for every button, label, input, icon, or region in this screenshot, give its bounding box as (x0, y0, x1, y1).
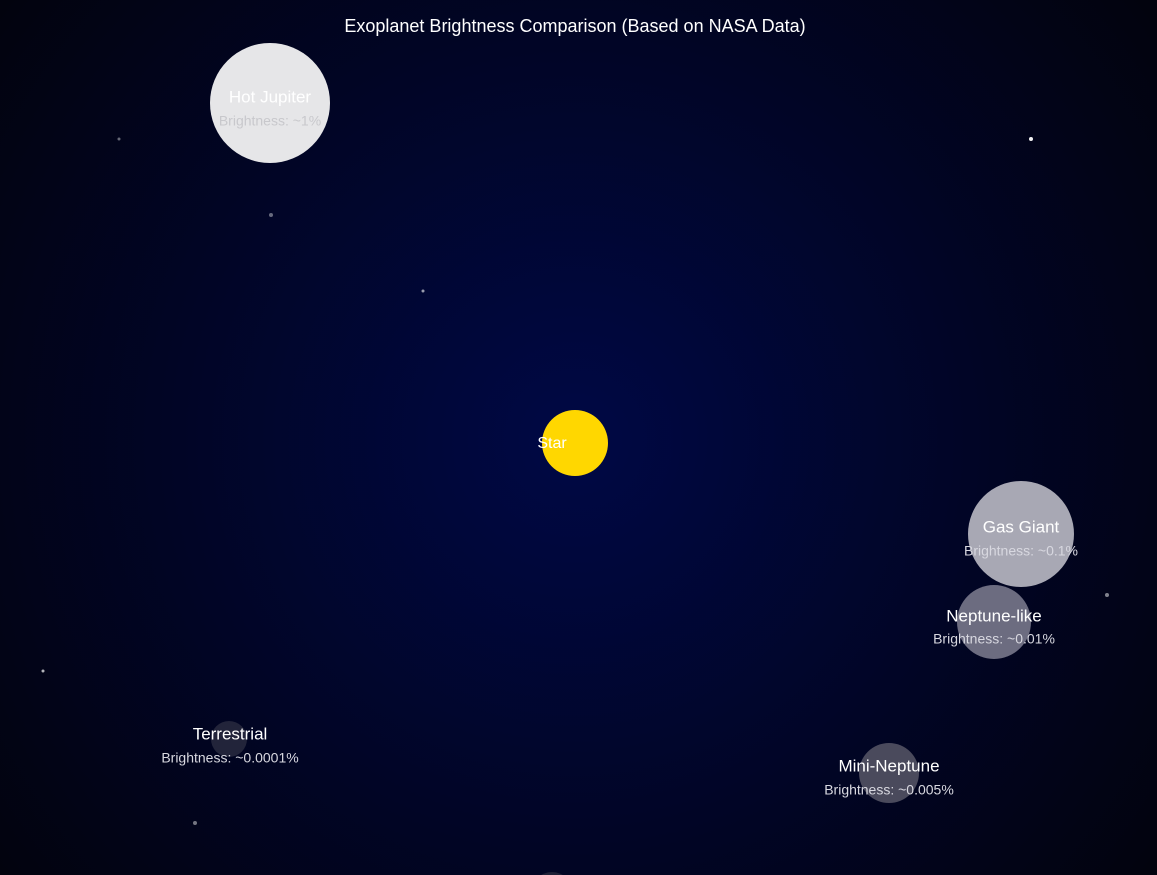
planet-brightness: Brightness: ~0.0001% (161, 750, 298, 766)
star-dot (1029, 137, 1033, 141)
planet-partial (541, 872, 563, 875)
planet-name: Mini-Neptune (838, 756, 939, 775)
planet (968, 481, 1074, 587)
planet (211, 721, 247, 757)
planet (957, 585, 1031, 659)
planet-brightness: Brightness: ~1% (219, 113, 321, 129)
star-dot (41, 669, 45, 673)
star-dot (117, 137, 121, 141)
star-dot (1105, 593, 1109, 597)
planet (210, 43, 330, 163)
planet-name: Hot Jupiter (229, 87, 312, 106)
planet-brightness: Brightness: ~0.01% (933, 631, 1055, 647)
planet-name: Gas Giant (983, 517, 1060, 536)
star-dot (269, 213, 273, 217)
title: Exoplanet Brightness Comparison (Based o… (344, 16, 805, 36)
planet (859, 743, 919, 803)
star-label: Star (537, 435, 567, 452)
star-dot (421, 289, 425, 293)
planet-name: Neptune-like (946, 606, 1041, 625)
planet-name: Terrestrial (193, 724, 268, 743)
star-dot (193, 821, 197, 825)
planet-brightness: Brightness: ~0.005% (824, 782, 954, 798)
planet-brightness: Brightness: ~0.1% (964, 543, 1078, 559)
star-body (542, 410, 608, 476)
